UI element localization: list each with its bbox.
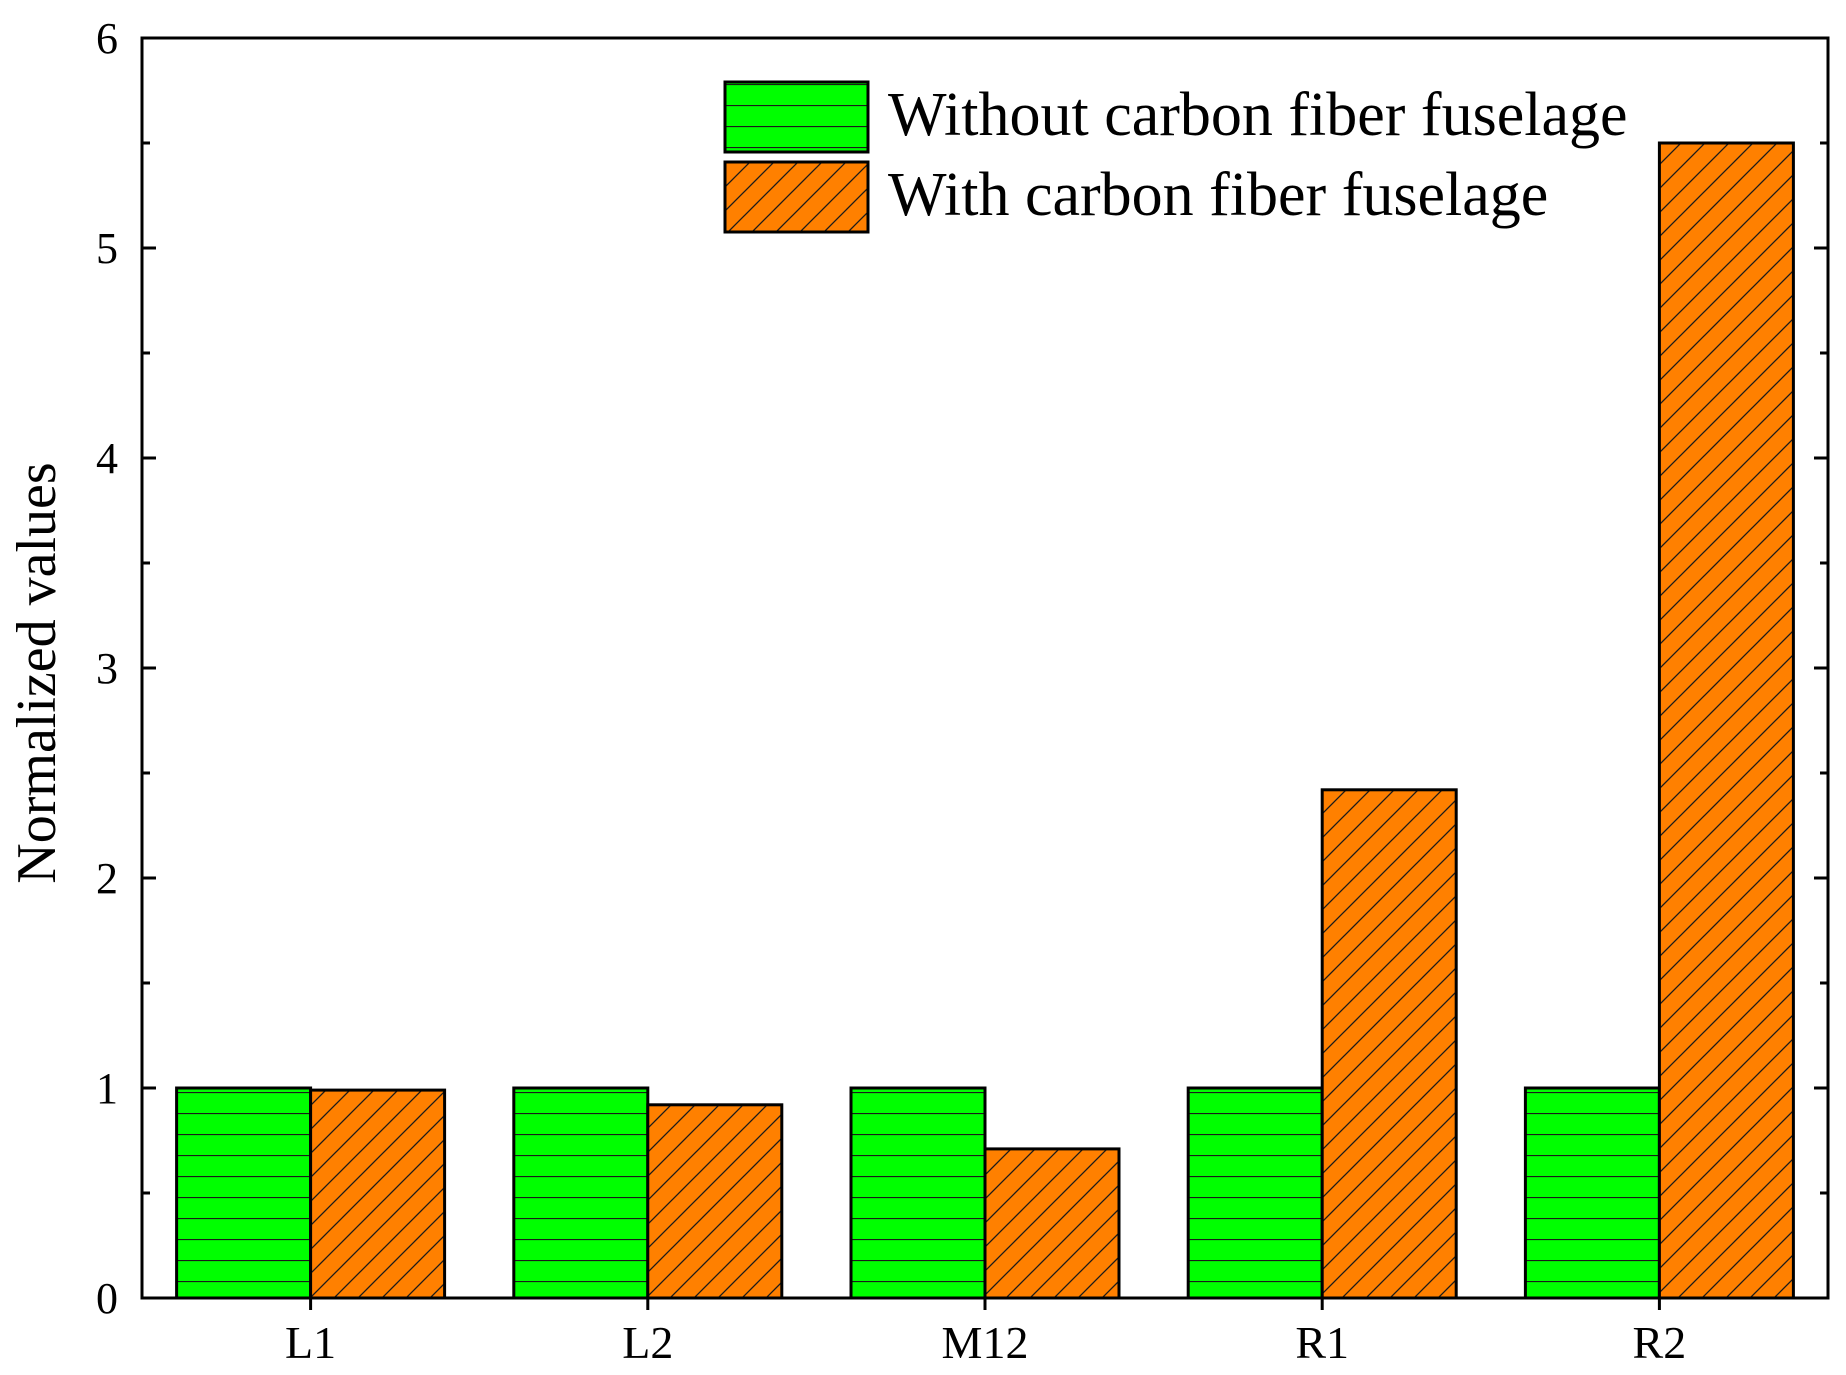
- bar-pattern: [175, 1086, 313, 1300]
- bar-pattern: [1320, 788, 1458, 1300]
- bar-l2-series-2: [646, 1103, 784, 1300]
- y-tick-label-3: 3: [96, 644, 118, 693]
- y-tick-label-1: 1: [96, 1064, 118, 1113]
- bar-r1-series-1: [1186, 1086, 1324, 1300]
- y-tick-label-4: 4: [96, 434, 118, 483]
- bar-m12-series-2: [983, 1147, 1121, 1300]
- x-tick-label-m12: M12: [942, 1317, 1029, 1368]
- legend-label-1: Without carbon fiber fuselage: [888, 81, 1628, 149]
- bars-layer: [175, 141, 1795, 1300]
- x-tick-label-r2: R2: [1633, 1317, 1687, 1368]
- bar-l1-series-1: [175, 1086, 313, 1300]
- bar-r2-series-2: [1657, 141, 1795, 1300]
- bar-pattern: [1657, 141, 1795, 1300]
- x-tick-label-l2: L2: [622, 1317, 673, 1368]
- bar-pattern: [309, 1088, 447, 1300]
- y-tick-label-2: 2: [96, 854, 118, 903]
- y-axis-title: Normalized values: [6, 462, 68, 883]
- y-tick-label-0: 0: [96, 1274, 118, 1323]
- y-tick-label-6: 6: [96, 14, 118, 63]
- bar-m12-series-1: [849, 1086, 987, 1300]
- y-tick-label-5: 5: [96, 224, 118, 273]
- legend-label-2: With carbon fiber fuselage: [888, 161, 1548, 229]
- bar-pattern: [512, 1086, 650, 1300]
- axes-layer: L1 L2 M12 R1 R2 0 1 2 3 4 5 6: [96, 14, 1830, 1368]
- legend-item-2: With carbon fiber fuselage: [723, 160, 1548, 234]
- legend-item-1: Without carbon fiber fuselage: [723, 80, 1628, 154]
- legend-swatch: [723, 80, 870, 154]
- bar-pattern: [849, 1086, 987, 1300]
- bar-r2-series-1: [1523, 1086, 1661, 1300]
- bar-pattern: [1523, 1086, 1661, 1300]
- bar-r1-series-2: [1320, 788, 1458, 1300]
- legend: Without carbon fiber fuselage With carbon…: [723, 80, 1628, 234]
- bar-l2-series-1: [512, 1086, 650, 1300]
- x-tick-label-l1: L1: [285, 1317, 336, 1368]
- bar-pattern: [983, 1147, 1121, 1300]
- x-tick-label-r1: R1: [1295, 1317, 1349, 1368]
- bar-pattern: [646, 1103, 784, 1300]
- bar-pattern: [1186, 1086, 1324, 1300]
- bar-l1-series-2: [309, 1088, 447, 1300]
- legend-swatch: [723, 160, 870, 234]
